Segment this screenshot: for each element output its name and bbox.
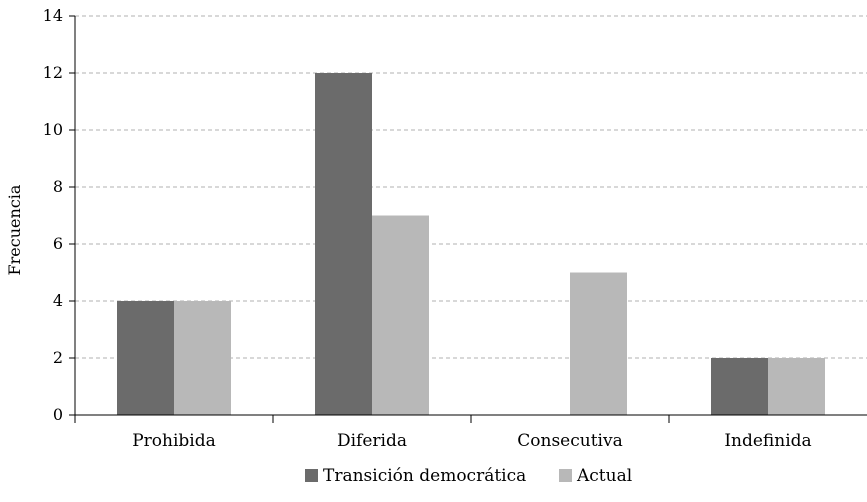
- bar-actual-prohibida: [174, 301, 231, 415]
- y-axis-title: Frecuencia: [5, 184, 24, 275]
- y-tick-label: 10: [43, 120, 63, 139]
- legend-swatch-transicion: [305, 469, 318, 482]
- bar-actual-diferida: [372, 215, 429, 415]
- x-category-label: Prohibida: [132, 431, 216, 451]
- legend-label-transicion: Transición democrática: [323, 466, 526, 486]
- x-category-label: Indefinida: [724, 431, 811, 451]
- x-category-labels: Prohibida Diferida Consecutiva Indefinida: [132, 431, 811, 451]
- y-tick-label: 2: [53, 348, 63, 367]
- y-tick-labels: 0 2 4 6 8 10 12 14: [43, 6, 75, 424]
- y-tick-label: 4: [53, 291, 63, 310]
- x-category-label: Diferida: [337, 431, 407, 451]
- y-tick-label: 8: [53, 177, 63, 196]
- axes: [74, 16, 867, 423]
- legend-swatch-actual: [559, 469, 572, 482]
- bar-transicion-diferida: [315, 73, 372, 415]
- bar-transicion-prohibida: [117, 301, 174, 415]
- y-tick-label: 12: [43, 63, 63, 82]
- bar-actual-consecutiva: [570, 272, 627, 415]
- gridlines: [75, 15, 867, 359]
- y-tick-label: 6: [53, 234, 63, 253]
- bar-transicion-indefinida: [711, 358, 768, 415]
- x-category-label: Consecutiva: [517, 431, 622, 451]
- y-tick-label: 0: [53, 405, 63, 424]
- legend: Transición democrática Actual: [305, 466, 632, 486]
- bar-actual-indefinida: [768, 358, 825, 415]
- legend-label-actual: Actual: [576, 466, 632, 486]
- bars: [117, 73, 825, 415]
- y-tick-label: 14: [43, 6, 63, 25]
